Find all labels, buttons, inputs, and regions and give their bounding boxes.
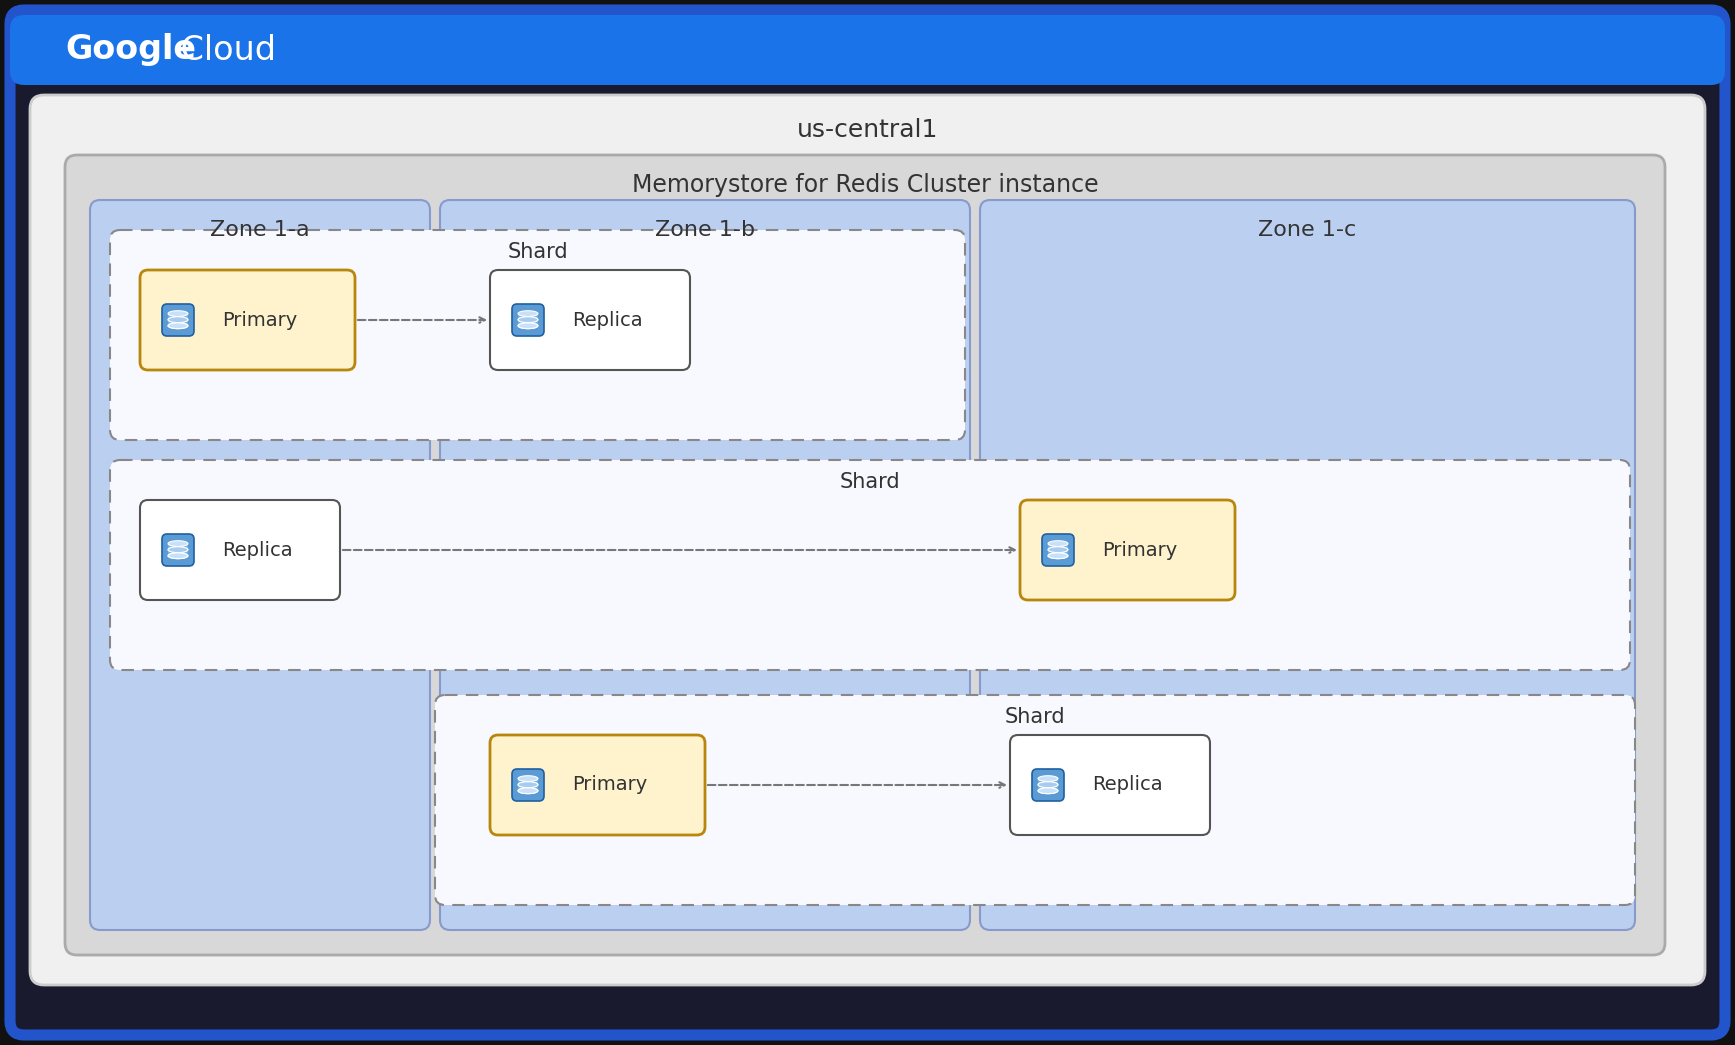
Ellipse shape (519, 317, 538, 323)
Ellipse shape (519, 782, 538, 788)
FancyBboxPatch shape (512, 769, 545, 802)
Ellipse shape (1038, 782, 1058, 788)
Text: Cloud: Cloud (170, 33, 276, 67)
Text: Replica: Replica (1091, 775, 1162, 794)
Ellipse shape (168, 553, 187, 559)
Ellipse shape (168, 323, 187, 328)
Text: Google: Google (64, 33, 196, 67)
FancyBboxPatch shape (29, 95, 1706, 985)
Text: Zone 1-a: Zone 1-a (210, 220, 311, 240)
Bar (1038, 779, 1058, 791)
FancyBboxPatch shape (141, 500, 340, 600)
Text: Shard: Shard (507, 242, 567, 262)
FancyBboxPatch shape (512, 304, 545, 336)
Text: Primary: Primary (222, 310, 297, 329)
Bar (168, 543, 187, 556)
Ellipse shape (168, 547, 187, 553)
Ellipse shape (519, 310, 538, 317)
FancyBboxPatch shape (90, 200, 430, 930)
Ellipse shape (1048, 553, 1069, 559)
Ellipse shape (519, 788, 538, 793)
FancyBboxPatch shape (1043, 534, 1074, 566)
Bar (168, 314, 187, 326)
Ellipse shape (1048, 547, 1069, 553)
Ellipse shape (1038, 782, 1058, 788)
FancyBboxPatch shape (435, 695, 1634, 905)
Bar (519, 779, 538, 791)
Text: us-central1: us-central1 (796, 118, 939, 142)
Ellipse shape (1048, 547, 1069, 553)
Text: Shard: Shard (1005, 707, 1065, 727)
Ellipse shape (519, 317, 538, 323)
Text: Memorystore for Redis Cluster instance: Memorystore for Redis Cluster instance (632, 173, 1098, 198)
Bar (519, 314, 538, 326)
FancyBboxPatch shape (161, 534, 194, 566)
Ellipse shape (519, 788, 538, 793)
Ellipse shape (168, 317, 187, 323)
Text: Zone 1-c: Zone 1-c (1258, 220, 1357, 240)
FancyBboxPatch shape (441, 200, 970, 930)
Ellipse shape (168, 547, 187, 553)
Ellipse shape (519, 323, 538, 328)
FancyBboxPatch shape (109, 460, 1629, 670)
Ellipse shape (1048, 553, 1069, 559)
FancyBboxPatch shape (161, 304, 194, 336)
FancyBboxPatch shape (10, 15, 1725, 85)
Ellipse shape (519, 323, 538, 328)
Text: Primary: Primary (1102, 540, 1178, 559)
Ellipse shape (168, 310, 187, 317)
Ellipse shape (1038, 775, 1058, 782)
Ellipse shape (519, 782, 538, 788)
Ellipse shape (168, 540, 187, 547)
FancyBboxPatch shape (10, 10, 1725, 1035)
FancyBboxPatch shape (141, 270, 356, 370)
Ellipse shape (1048, 540, 1069, 547)
Ellipse shape (1038, 788, 1058, 793)
Text: Replica: Replica (222, 540, 293, 559)
Text: Zone 1-b: Zone 1-b (654, 220, 755, 240)
FancyBboxPatch shape (1032, 769, 1064, 802)
FancyBboxPatch shape (1010, 735, 1209, 835)
Ellipse shape (168, 553, 187, 559)
Ellipse shape (168, 317, 187, 323)
FancyBboxPatch shape (489, 735, 704, 835)
FancyBboxPatch shape (1020, 500, 1235, 600)
FancyBboxPatch shape (489, 270, 691, 370)
FancyBboxPatch shape (980, 200, 1634, 930)
Ellipse shape (519, 775, 538, 782)
FancyBboxPatch shape (64, 155, 1666, 955)
Text: Primary: Primary (573, 775, 647, 794)
Text: Replica: Replica (573, 310, 642, 329)
FancyBboxPatch shape (109, 230, 965, 440)
Text: Shard: Shard (840, 472, 900, 492)
Ellipse shape (1038, 788, 1058, 793)
Bar (1048, 543, 1069, 556)
Ellipse shape (168, 323, 187, 328)
